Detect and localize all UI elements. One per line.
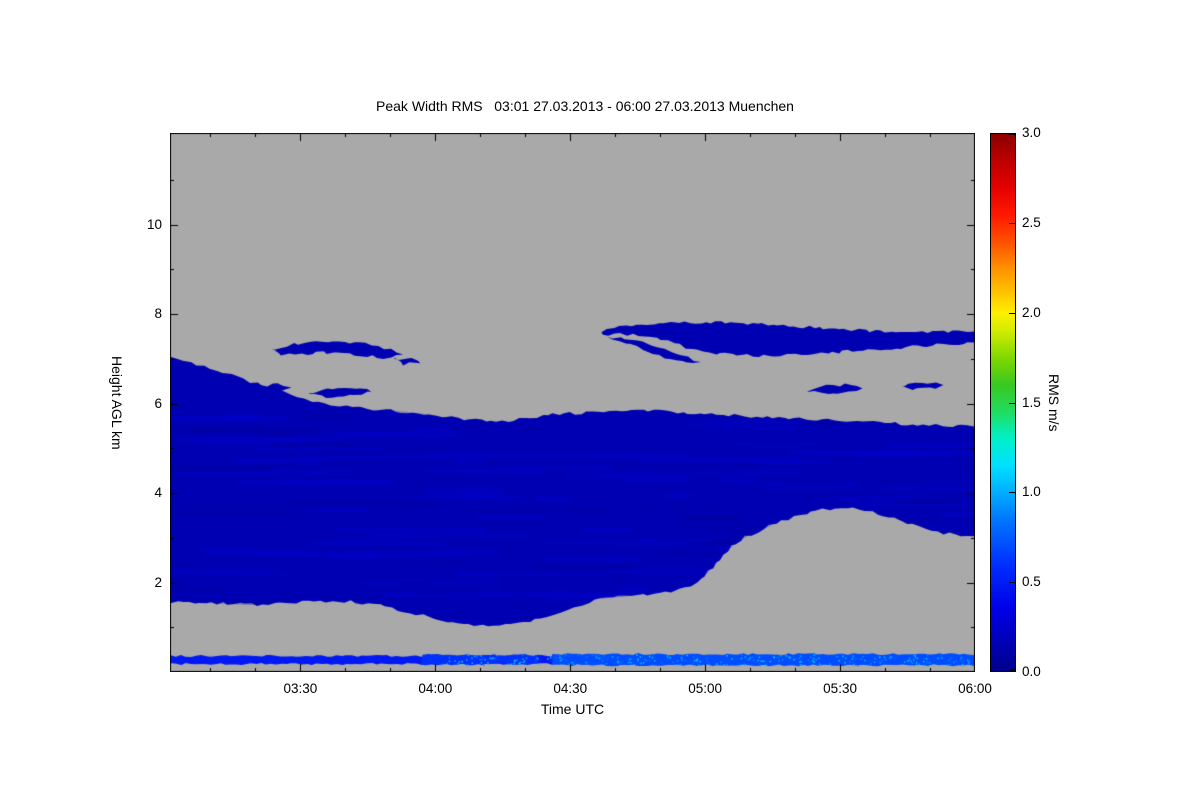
x-tick-label: 04:30: [553, 681, 588, 696]
colorbar-tick-mark: [1009, 312, 1015, 314]
plot-area: [170, 133, 975, 672]
colorbar-tick-mark: [1009, 134, 1015, 135]
x-tick-label: 04:00: [418, 681, 453, 696]
colorbar-tick-label: 0.5: [1022, 574, 1041, 590]
x-axis-label: Time UTC: [540, 701, 605, 717]
colorbar-tick-label: 3.0: [1022, 125, 1041, 140]
colorbar-tick-mark: [1009, 492, 1015, 494]
y-tick-label: 6: [154, 395, 162, 411]
colorbar-tick-label: 2.5: [1022, 214, 1041, 230]
x-tick-label: 05:30: [823, 681, 857, 696]
colorbar-tick-mark: [1009, 222, 1015, 224]
x-tick-label: 03:30: [283, 681, 318, 696]
y-tick-label: 4: [154, 485, 162, 501]
colorbar-tick-label: 2.0: [1022, 304, 1041, 320]
colorbar-tick-mark: [1009, 402, 1015, 404]
colorbar-tick-mark: [1009, 670, 1015, 671]
y-tick-label: 2: [154, 574, 162, 590]
colorbar-tick-mark: [1009, 582, 1015, 584]
chart-title: Peak Width RMS 03:01 27.03.2013 - 06:00 …: [376, 98, 794, 114]
colorbar-tick-label: 0.0: [1022, 664, 1041, 679]
y-tick-label: 10: [146, 216, 162, 232]
y-axis-label: Height AGL km: [109, 355, 125, 450]
x-tick-label: 05:00: [688, 681, 723, 696]
colorbar-tick-label: 1.0: [1022, 484, 1041, 500]
heatmap-canvas: [170, 133, 975, 672]
y-tick-label: 8: [154, 306, 162, 322]
x-tick-label: 06:00: [958, 681, 992, 696]
colorbar-tick-label: 1.5: [1022, 394, 1041, 410]
colorbar-label: RMS m/s: [1046, 373, 1062, 432]
